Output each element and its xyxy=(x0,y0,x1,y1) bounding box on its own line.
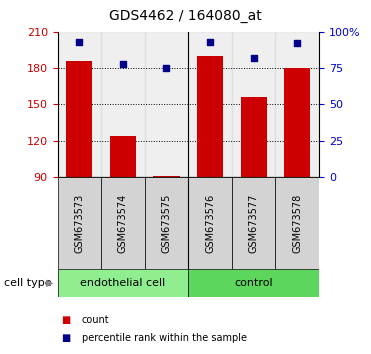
Text: count: count xyxy=(82,315,109,325)
Text: GSM673573: GSM673573 xyxy=(74,193,84,253)
Bar xyxy=(101,177,145,269)
Text: ▶: ▶ xyxy=(46,278,54,288)
Bar xyxy=(232,177,276,269)
Bar xyxy=(188,269,319,297)
Bar xyxy=(101,32,145,177)
Bar xyxy=(110,136,136,177)
Bar xyxy=(232,32,276,177)
Text: ■: ■ xyxy=(61,333,70,343)
Bar xyxy=(284,68,310,177)
Bar xyxy=(154,176,180,177)
Bar xyxy=(58,177,101,269)
Bar xyxy=(145,177,188,269)
Text: GSM673576: GSM673576 xyxy=(205,193,215,253)
Text: cell type: cell type xyxy=(4,278,51,288)
Text: GSM673578: GSM673578 xyxy=(292,193,302,253)
Point xyxy=(294,41,300,46)
Bar xyxy=(58,32,101,177)
Bar xyxy=(66,61,92,177)
Point xyxy=(251,55,257,61)
Text: endothelial cell: endothelial cell xyxy=(80,278,165,288)
Text: control: control xyxy=(234,278,273,288)
Point xyxy=(120,61,126,67)
Text: ■: ■ xyxy=(61,315,70,325)
Text: GSM673577: GSM673577 xyxy=(249,193,259,253)
Text: GSM673574: GSM673574 xyxy=(118,193,128,253)
Point xyxy=(76,39,82,45)
Point xyxy=(164,65,170,71)
Bar xyxy=(276,32,319,177)
Bar xyxy=(197,56,223,177)
Text: GDS4462 / 164080_at: GDS4462 / 164080_at xyxy=(109,9,262,23)
Bar xyxy=(188,32,232,177)
Text: GSM673575: GSM673575 xyxy=(161,193,171,253)
Bar xyxy=(145,32,188,177)
Bar xyxy=(241,97,267,177)
Point xyxy=(207,39,213,45)
Bar xyxy=(275,177,319,269)
Bar xyxy=(58,269,188,297)
Text: percentile rank within the sample: percentile rank within the sample xyxy=(82,333,247,343)
Bar xyxy=(188,177,232,269)
